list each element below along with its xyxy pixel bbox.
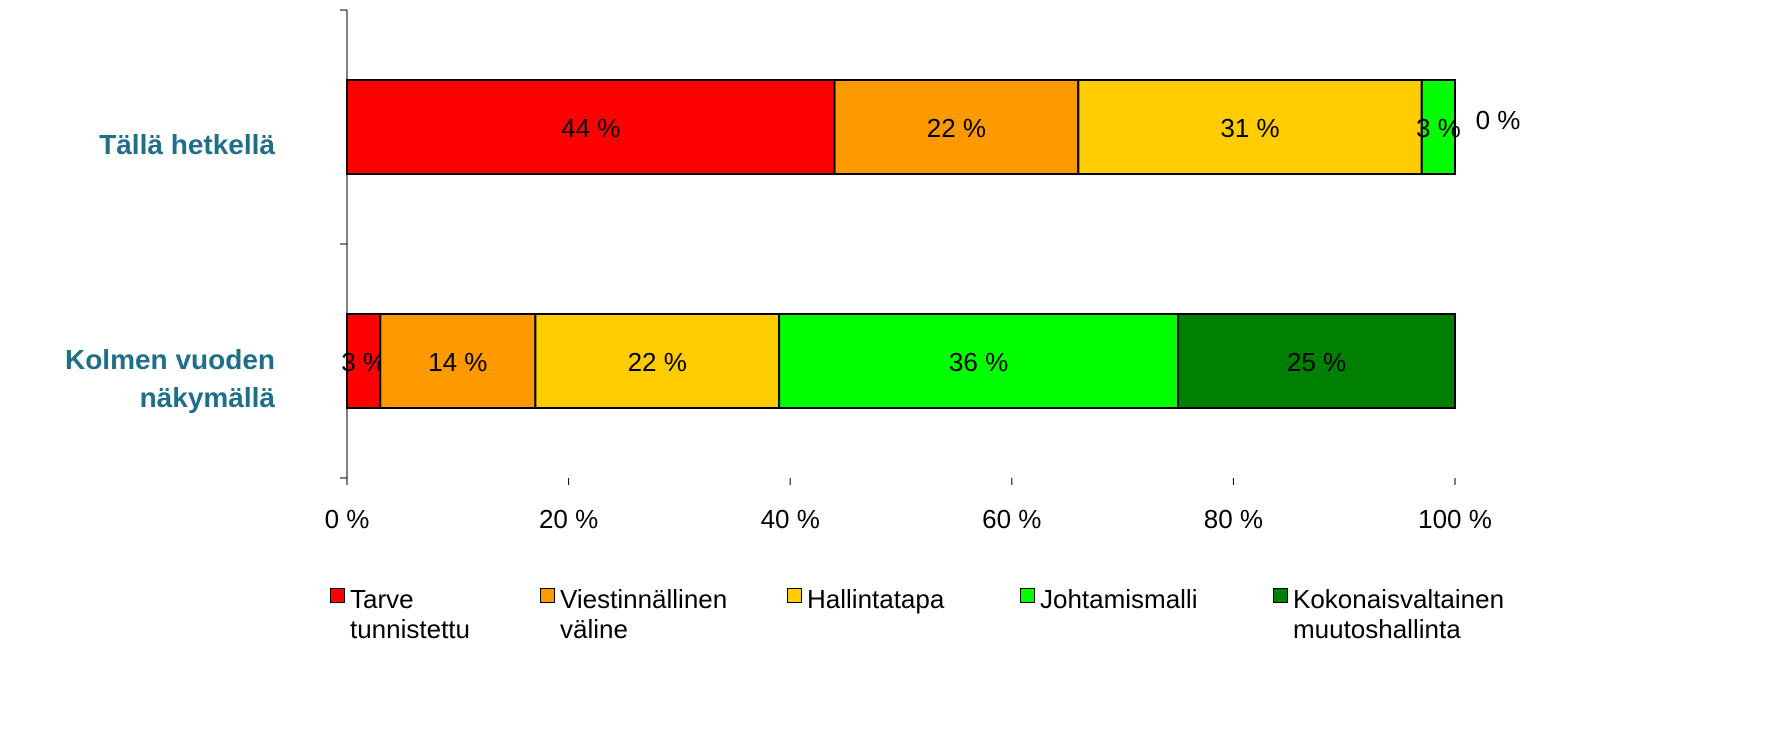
data-label: 3 % — [1416, 113, 1461, 143]
bar-segment — [534, 313, 781, 409]
bar-segment — [379, 313, 537, 409]
bar-segment — [1177, 313, 1456, 409]
data-label: 3 % — [341, 347, 386, 377]
legend-item: Kokonaisvaltainen muutoshallinta — [1273, 582, 1558, 644]
category-label: Kolmen vuoden näkymällä — [64, 344, 275, 413]
x-tick-label: 40 % — [761, 504, 820, 534]
legend-item: Hallintatapa — [787, 582, 977, 614]
legend-swatch — [1273, 588, 1288, 603]
legend-swatch — [787, 588, 802, 603]
bar-segment — [1420, 79, 1457, 175]
legend-swatch — [540, 588, 555, 603]
x-tick-label: 0 % — [325, 504, 370, 534]
x-tick-label: 60 % — [982, 504, 1041, 534]
legend-label: Kokonaisvaltainen muutoshallinta — [1293, 584, 1505, 644]
data-label: 44 % — [561, 113, 620, 143]
bar-segment — [778, 313, 1179, 409]
legend-label: Johtamismalli — [1040, 584, 1198, 614]
bar-segment — [1077, 79, 1423, 175]
data-label: 31 % — [1220, 113, 1279, 143]
category-label: Tällä hetkellä — [99, 129, 275, 160]
data-label: 0 % — [1476, 105, 1521, 135]
legend-swatch — [1020, 588, 1035, 603]
legend-label: Viestinnällinen väline — [560, 584, 728, 644]
data-label: 22 % — [927, 113, 986, 143]
legend-item: Viestinnällinen väline — [540, 582, 760, 644]
bar-segment — [346, 79, 836, 175]
data-label: 22 % — [628, 347, 687, 377]
x-tick-label: 80 % — [1204, 504, 1263, 534]
legend-item: Johtamismalli — [1020, 582, 1240, 614]
legend-item: Tarve tunnistettu — [330, 582, 470, 644]
data-label: 36 % — [949, 347, 1008, 377]
x-tick-label: 20 % — [539, 504, 598, 534]
x-tick-label: 100 % — [1418, 504, 1492, 534]
legend-label: Hallintatapa — [807, 584, 945, 614]
legend-swatch — [330, 588, 345, 603]
data-label: 25 % — [1287, 347, 1346, 377]
legend-label: Tarve tunnistettu — [350, 584, 470, 644]
data-label: 14 % — [428, 347, 487, 377]
